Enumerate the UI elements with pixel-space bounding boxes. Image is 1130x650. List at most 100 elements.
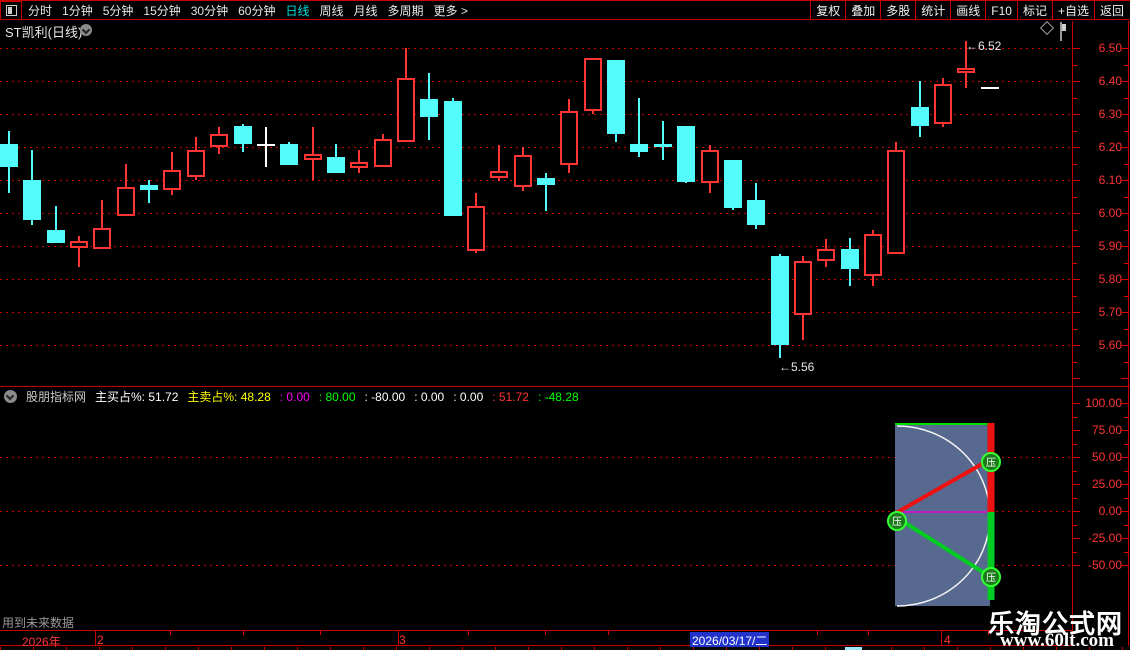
axis-tick <box>1121 48 1128 49</box>
candle-body-down[interactable] <box>233 125 252 144</box>
indicator-gridline <box>0 565 1072 566</box>
indicator-axis-label: -50.00 <box>1087 558 1122 572</box>
axis-tick <box>1124 295 1128 297</box>
date-label: 3 <box>399 633 406 647</box>
candle-body-down[interactable] <box>840 249 859 270</box>
chevron-down-icon[interactable] <box>80 24 92 36</box>
candlestick-chart[interactable] <box>0 38 1072 386</box>
candle-body-down[interactable] <box>46 229 65 243</box>
candle-body-down[interactable] <box>747 199 766 225</box>
candle-body-down[interactable] <box>0 143 18 167</box>
candle-body-down[interactable] <box>723 160 742 209</box>
candle-body-down[interactable] <box>280 143 299 166</box>
overlay-green-bar <box>987 512 995 600</box>
tool-button-+自选[interactable]: +自选 <box>1051 1 1094 20</box>
candle-body-up[interactable] <box>793 260 812 316</box>
period-tab-1分钟[interactable]: 1分钟 <box>62 4 93 18</box>
axis-tick <box>1124 64 1128 66</box>
period-tab-周线[interactable]: 周线 <box>319 4 344 18</box>
candle-body-down[interactable] <box>770 255 789 345</box>
tool-button-画线[interactable]: 画线 <box>950 1 985 20</box>
candle-body-down[interactable] <box>630 143 649 152</box>
candle-body-down[interactable] <box>23 180 42 220</box>
axis-tick <box>1121 81 1128 82</box>
candle-body-up[interactable] <box>934 84 952 124</box>
candle-body-down[interactable] <box>326 156 345 174</box>
candle-body-up[interactable] <box>186 150 205 177</box>
axis-tick <box>1124 497 1128 499</box>
period-tab-60分钟[interactable]: 60分钟 <box>238 4 276 18</box>
tool-button-统计[interactable]: 统计 <box>915 1 950 20</box>
tool-button-复权[interactable]: 复权 <box>810 1 845 20</box>
indicator-axis-label: 0.00 <box>1098 504 1122 518</box>
candle-body-up[interactable] <box>70 241 89 248</box>
period-tab-多周期[interactable]: 多周期 <box>387 4 424 18</box>
period-tab-月线[interactable]: 月线 <box>353 4 378 18</box>
candle-wick <box>101 199 104 250</box>
date-tick <box>243 631 244 635</box>
axis-tick <box>1121 457 1128 458</box>
axis-tick <box>1121 180 1128 181</box>
date-divider <box>95 631 96 646</box>
candle-body-up[interactable] <box>863 234 882 276</box>
candle-body-down[interactable] <box>677 125 696 182</box>
price-axis-label: 6.20 <box>1098 140 1122 154</box>
candle-body-up[interactable] <box>887 150 906 255</box>
candle-body-up[interactable] <box>350 161 369 169</box>
candle-body-down[interactable] <box>537 178 556 186</box>
chevron-down-icon[interactable] <box>4 390 17 403</box>
candle-body-up[interactable] <box>490 171 509 178</box>
period-tab-15分钟[interactable]: 15分钟 <box>143 4 181 18</box>
candle-body-down[interactable] <box>443 100 462 217</box>
period-tab-分时[interactable]: 分时 <box>28 4 53 18</box>
candle-body-up[interactable] <box>583 57 602 111</box>
tool-button-标记[interactable]: 标记 <box>1016 1 1052 20</box>
candle-body-up[interactable] <box>163 170 182 190</box>
tool-button-叠加[interactable]: 叠加 <box>845 1 880 20</box>
candle-body-down[interactable] <box>140 184 159 190</box>
split-window-icon[interactable] <box>0 1 22 20</box>
tool-button-多股[interactable]: 多股 <box>880 1 915 20</box>
bottom-toolbar-clipped <box>0 647 1130 650</box>
candle-body-up[interactable] <box>210 133 229 147</box>
candle-body-up[interactable] <box>396 77 415 143</box>
date-axis[interactable]: 2026年 2 3 2026/03/17/二 4 <box>0 630 1072 649</box>
candle-body-up[interactable] <box>560 110 579 166</box>
candle-body-flat[interactable] <box>256 144 275 147</box>
candle-body-up[interactable] <box>373 138 392 167</box>
period-tab-日线[interactable]: 日线 <box>285 4 310 18</box>
candle-body-up[interactable] <box>957 67 976 73</box>
period-tab-30分钟[interactable]: 30分钟 <box>190 4 229 18</box>
candle-body-down[interactable] <box>420 99 439 118</box>
candle-body-up[interactable] <box>116 186 135 217</box>
axis-tick <box>1124 551 1128 553</box>
tool-button-返回[interactable]: 返回 <box>1093 1 1129 20</box>
diamond-icon[interactable] <box>1039 20 1055 36</box>
candle-body-up[interactable] <box>817 249 836 261</box>
candle-body-down[interactable] <box>910 107 929 126</box>
period-menu: 分时 1分钟 5分钟 15分钟 30分钟 60分钟 日线 周线 月线 多周期 更多 > <box>28 1 468 20</box>
axis-tick <box>1124 524 1128 526</box>
price-gridline <box>0 279 1072 280</box>
indicator-axis-label: 25.00 <box>1091 477 1122 491</box>
period-tab-5分钟[interactable]: 5分钟 <box>102 4 134 18</box>
axis-tick <box>1073 328 1077 330</box>
price-axis-label: 5.90 <box>1098 239 1122 253</box>
candle-wick <box>965 41 968 88</box>
axis-tick <box>1121 147 1128 148</box>
candle-body-flat[interactable] <box>980 86 999 89</box>
axis-tick <box>1121 114 1128 115</box>
candle-body-up[interactable] <box>93 227 112 250</box>
axis-tick <box>1073 213 1080 214</box>
period-tab-更多 >[interactable]: 更多 > <box>433 4 468 18</box>
indicator-overlay-graphic: 压 压 压 <box>887 423 1001 607</box>
candle-body-up[interactable] <box>513 155 532 187</box>
candle-body-down[interactable] <box>607 59 626 134</box>
tool-button-F10[interactable]: F10 <box>985 1 1017 20</box>
candle-body-up[interactable] <box>303 153 322 161</box>
candle-body-up[interactable] <box>467 206 485 251</box>
axis-tick <box>1073 416 1077 418</box>
candle-body-down[interactable] <box>653 143 672 147</box>
candle-body-up[interactable] <box>700 150 719 184</box>
